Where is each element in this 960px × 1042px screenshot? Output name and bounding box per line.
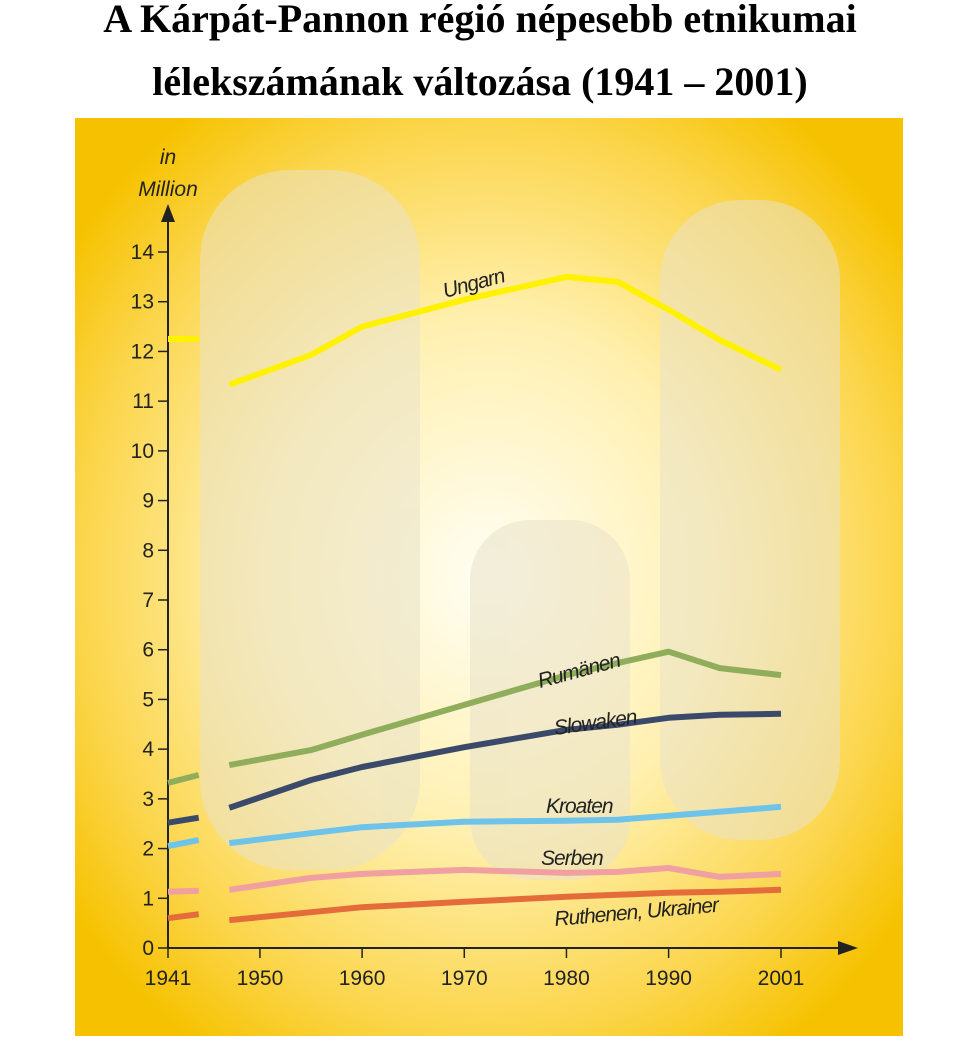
y-tick-label: 7 xyxy=(142,589,154,612)
silhouettes xyxy=(200,170,840,880)
series-line xyxy=(167,772,200,786)
series-label: Serben xyxy=(541,847,603,870)
y-tick-label: 1 xyxy=(142,887,154,910)
series-line xyxy=(167,887,199,895)
chart-title: A Kárpát-Pannon régió népesebb etnikumai xyxy=(103,0,856,41)
series-line xyxy=(228,648,782,769)
y-label: Million xyxy=(138,178,198,201)
x-tick-label: 2001 xyxy=(758,967,805,990)
series-line xyxy=(228,865,782,893)
y-tick-label: 12 xyxy=(131,340,154,363)
y-tick-label: 2 xyxy=(142,838,154,861)
x-tick-label: 1970 xyxy=(441,967,488,990)
x-arrow xyxy=(838,941,858,955)
series-line xyxy=(167,837,200,850)
x-tick-label: 1941 xyxy=(145,967,192,990)
y-tick-label: 4 xyxy=(142,738,154,761)
y-tick-label: 13 xyxy=(131,291,154,314)
y-tick-label: 9 xyxy=(142,490,154,513)
x-tick-label: 1990 xyxy=(645,967,692,990)
series-line xyxy=(228,710,782,811)
x-tick-label: 1980 xyxy=(543,967,590,990)
y-tick-label: 3 xyxy=(142,788,154,811)
y-tick-label: 14 xyxy=(131,241,155,264)
y-tick-label: 0 xyxy=(142,937,154,960)
x-tick-label: 1950 xyxy=(237,967,284,990)
series-line xyxy=(167,911,200,922)
series-line xyxy=(228,273,783,388)
y-tick-label: 11 xyxy=(132,390,154,413)
y-tick-label: 8 xyxy=(142,539,154,562)
chart-title: lélekszámának változása (1941 – 2001) xyxy=(152,59,808,104)
y-tick-label: 6 xyxy=(142,639,154,662)
y-arrow xyxy=(161,204,175,222)
y-tick-label: 10 xyxy=(131,440,154,463)
x-tick-label: 1960 xyxy=(339,967,386,990)
y-tick-label: 5 xyxy=(142,688,154,711)
series-label: Kroaten xyxy=(546,795,613,818)
series-line xyxy=(167,814,200,826)
series-line xyxy=(228,803,782,847)
series-line xyxy=(229,886,782,924)
y-label: in xyxy=(160,146,176,169)
